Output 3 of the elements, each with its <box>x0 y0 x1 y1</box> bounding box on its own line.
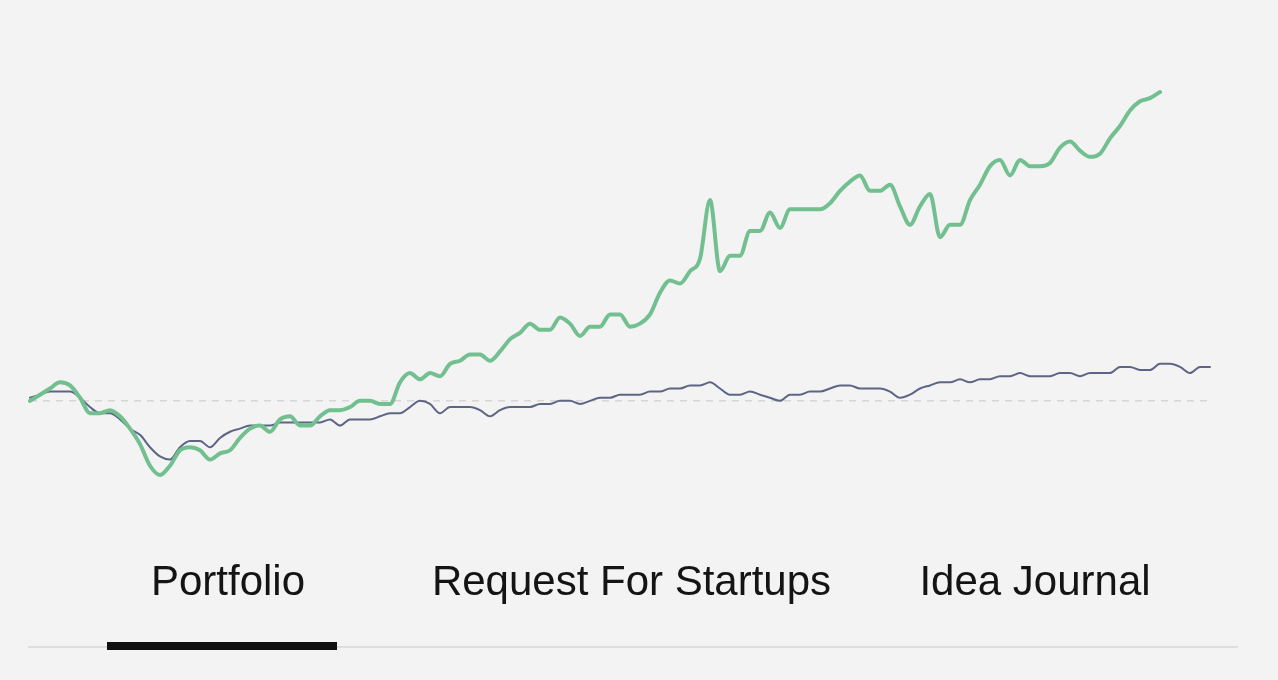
text: Portfolio <box>150 556 306 606</box>
text: Idea Journal <box>919 556 1151 606</box>
text: Request For Startups <box>431 556 832 606</box>
